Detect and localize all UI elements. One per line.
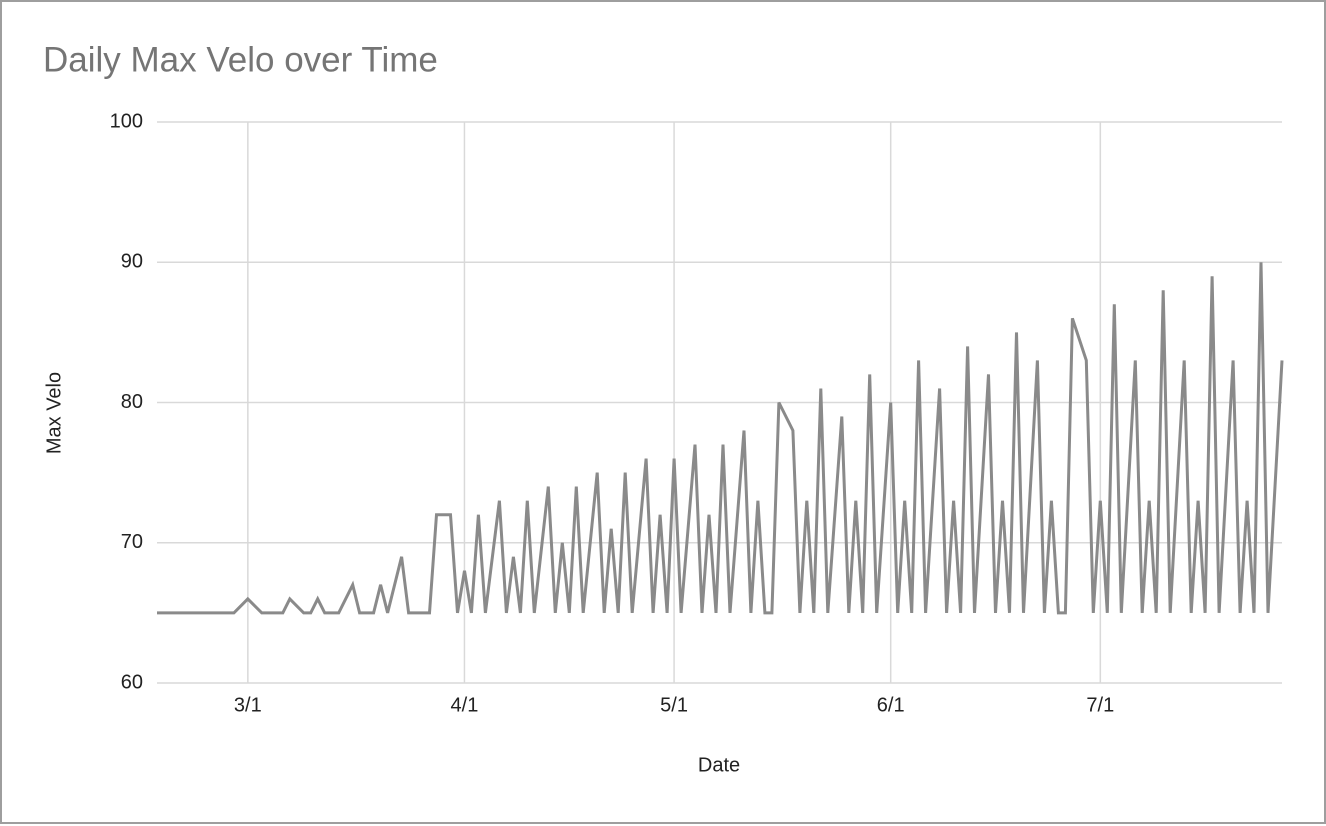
x-tick-label: 5/1 — [660, 694, 688, 716]
data-line — [157, 262, 1284, 615]
y-tick-label: 100 — [110, 110, 143, 132]
x-tick-label: 3/1 — [234, 694, 262, 716]
x-tick-label: 4/1 — [451, 694, 479, 716]
y-tick-label: 90 — [121, 251, 143, 273]
x-tick-label: 7/1 — [1086, 694, 1114, 716]
chart-title: Daily Max Velo over Time — [43, 40, 438, 79]
y-tick-label: 60 — [121, 671, 143, 693]
x-tick-label: 6/1 — [877, 694, 905, 716]
x-axis-label: Date — [698, 754, 740, 776]
y-tick-label: 80 — [121, 391, 143, 413]
y-tick-label: 70 — [121, 531, 143, 553]
y-axis-label: Max Velo — [43, 372, 65, 454]
